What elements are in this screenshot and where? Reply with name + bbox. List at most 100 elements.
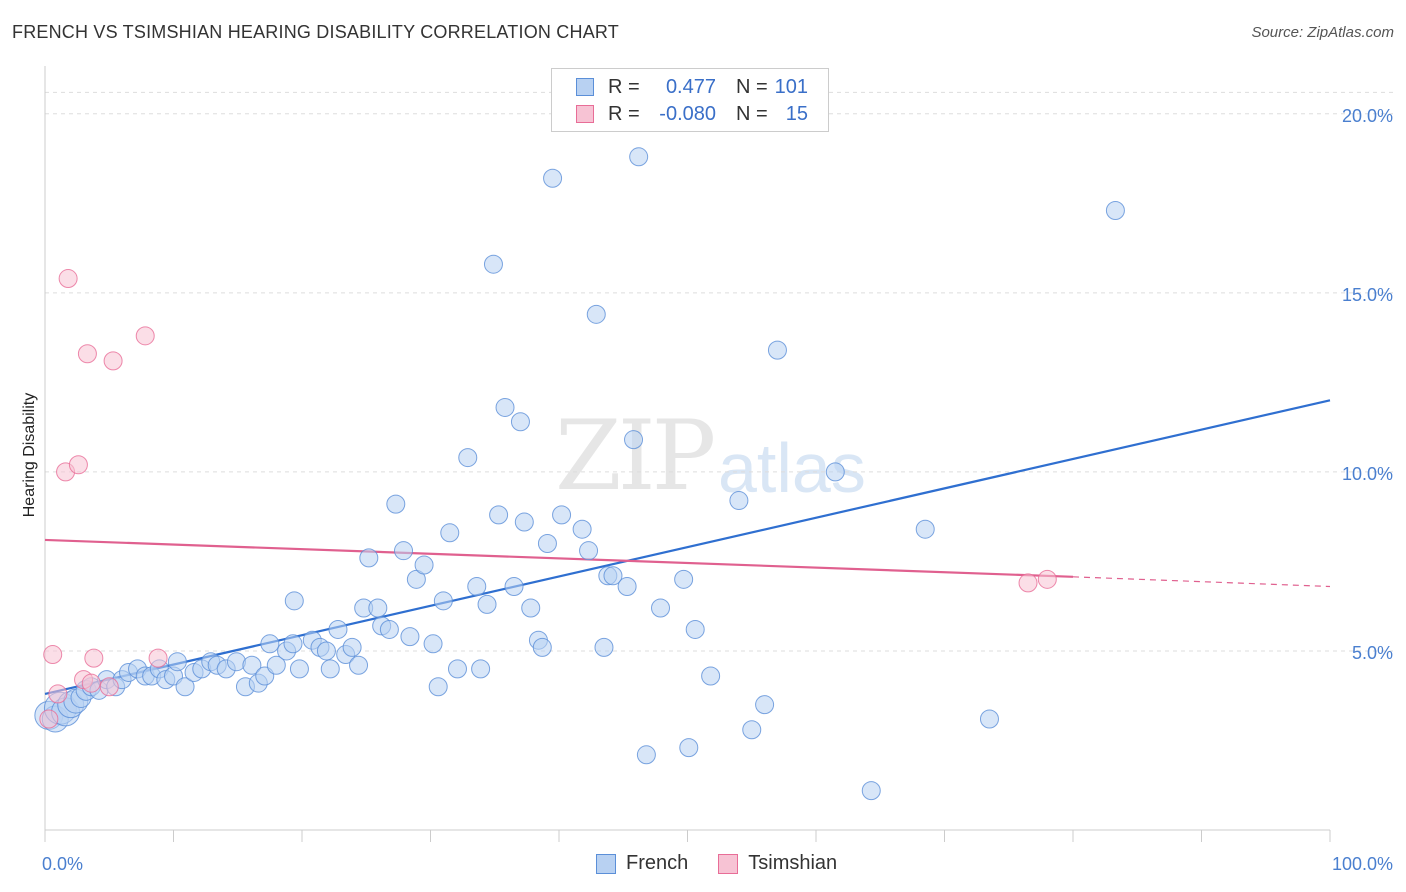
- point-french: [603, 566, 623, 586]
- point-french: [532, 637, 552, 657]
- point-french: [447, 659, 467, 679]
- source-label: Source: ZipAtlas.com: [1251, 24, 1394, 41]
- point-tsimshian: [81, 673, 101, 693]
- n-label: N =: [736, 102, 768, 125]
- y-tick-label: 15.0%: [1342, 285, 1393, 305]
- trend-line-tsimshian: [44, 538, 1074, 578]
- series-legend: French Tsimshian: [596, 852, 867, 875]
- trend-line-french: [44, 399, 1331, 695]
- point-french: [915, 519, 935, 539]
- legend-item-tsimshian: Tsimshian: [718, 852, 837, 875]
- point-french: [767, 340, 787, 360]
- point-french: [701, 666, 721, 686]
- point-french: [636, 745, 656, 765]
- axis-labels: 5.0% 10.0% 15.0% 20.0% 0.0% 100.0% Hearing Dis…: [21, 106, 1393, 874]
- point-french: [428, 677, 448, 697]
- tsimshian-swatch: [718, 853, 739, 874]
- point-french: [467, 576, 487, 596]
- point-french: [328, 619, 348, 639]
- point-french: [825, 462, 845, 482]
- point-french: [320, 659, 340, 679]
- y-tick-label: 10.0%: [1342, 464, 1393, 484]
- x-tick-label: 0.0%: [42, 854, 83, 874]
- point-french: [510, 412, 530, 432]
- point-french: [266, 655, 286, 675]
- n-label: N =: [736, 75, 768, 98]
- legend-row-french: R = 0.477 N = 101: [576, 75, 808, 99]
- tsimshian-swatch: [576, 105, 594, 123]
- trend-line-tsimshian-extension: [1072, 576, 1331, 588]
- y-axis-label: Hearing Disability: [21, 393, 38, 518]
- point-french: [379, 619, 399, 639]
- point-french: [537, 534, 557, 554]
- correlation-legend: R = 0.477 N = 101 R = -0.080 N = 15: [551, 68, 829, 132]
- point-french: [1105, 200, 1125, 220]
- point-french: [483, 254, 503, 274]
- point-french: [594, 637, 614, 657]
- point-tsimshian: [148, 648, 168, 668]
- point-french: [289, 659, 309, 679]
- point-tsimshian: [103, 351, 123, 371]
- point-french: [423, 634, 443, 654]
- point-french: [458, 448, 478, 468]
- point-french: [543, 168, 563, 188]
- point-french: [394, 541, 414, 561]
- y-tick-label: 20.0%: [1342, 106, 1393, 126]
- point-french: [489, 505, 509, 525]
- n-value: 15: [785, 102, 808, 125]
- point-french: [400, 627, 420, 647]
- r-value: -0.080: [659, 102, 716, 125]
- point-tsimshian: [39, 709, 59, 729]
- point-tsimshian: [68, 455, 88, 475]
- point-french: [979, 709, 999, 729]
- r-label: R =: [608, 102, 640, 125]
- point-french: [651, 598, 671, 618]
- point-french: [414, 555, 434, 575]
- point-french: [729, 491, 749, 511]
- gridlines: [45, 91, 1395, 652]
- point-french: [477, 594, 497, 614]
- r-label: R =: [608, 75, 640, 98]
- x-tick-label: 100.0%: [1332, 854, 1393, 874]
- point-tsimshian: [1018, 573, 1038, 593]
- point-french: [284, 591, 304, 611]
- french-swatch: [596, 853, 616, 874]
- point-french: [572, 519, 592, 539]
- point-french: [552, 505, 572, 525]
- point-french: [674, 569, 694, 589]
- legend-label-tsimshian: Tsimshian: [748, 852, 838, 874]
- french-swatch: [576, 78, 594, 96]
- point-french: [629, 147, 649, 167]
- point-tsimshian: [99, 677, 119, 697]
- r-value: 0.477: [665, 75, 716, 98]
- point-french: [579, 541, 599, 561]
- point-french: [679, 738, 699, 758]
- point-french: [521, 598, 541, 618]
- point-french: [495, 397, 515, 417]
- legend-label-french: French: [626, 852, 689, 874]
- point-french: [617, 576, 637, 596]
- point-french: [504, 576, 524, 596]
- point-french: [359, 548, 379, 568]
- point-tsimshian: [1037, 569, 1057, 589]
- point-french: [260, 634, 280, 654]
- y-tick-label: 5.0%: [1352, 643, 1393, 663]
- point-french: [242, 655, 262, 675]
- point-french: [175, 677, 195, 697]
- point-tsimshian: [77, 344, 97, 364]
- point-french: [167, 652, 187, 672]
- point-french: [440, 523, 460, 543]
- point-french: [742, 720, 762, 740]
- point-french: [342, 637, 362, 657]
- axes: [44, 66, 1331, 842]
- point-tsimshian: [58, 269, 78, 289]
- legend-item-french: French: [596, 852, 688, 875]
- point-french: [586, 304, 606, 324]
- point-french: [861, 781, 881, 801]
- data-points: [34, 147, 1125, 801]
- point-french: [283, 634, 303, 654]
- watermark-zip: ZIP: [555, 400, 716, 512]
- point-tsimshian: [43, 645, 63, 665]
- point-tsimshian: [135, 326, 155, 346]
